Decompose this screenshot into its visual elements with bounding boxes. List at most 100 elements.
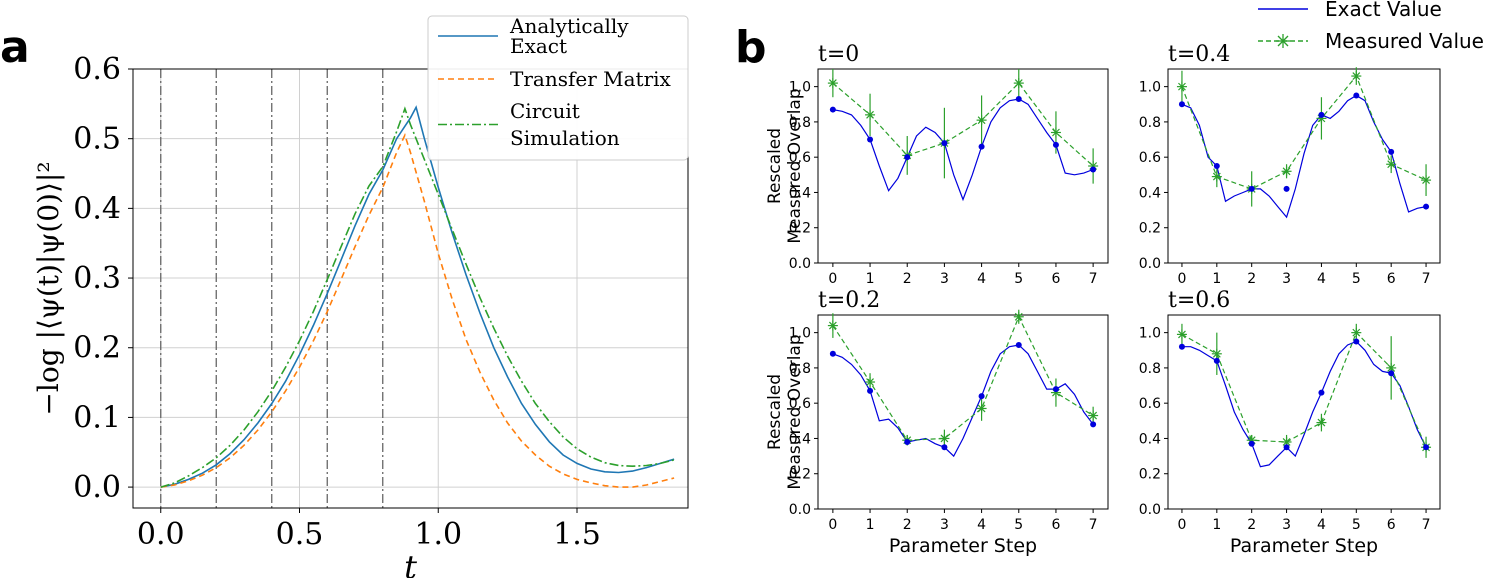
- legend-marker-stroke: [1277, 35, 1289, 47]
- x-axis-label: Parameter Step: [1230, 535, 1378, 557]
- panel-a-chart: 0.0 0.5 1.0 1.5 0.0 0.1 0.2 0.3 0.4 0.5 0.6 t −log |…: [32, 14, 689, 578]
- panel-b-charts: t=00 1 2 3 4 5 6 70.00.20.40.60.81.0RescaledMea…: [765, 0, 1484, 557]
- x-tick-label: 5: [1352, 271, 1361, 287]
- measured-marker: [1211, 348, 1222, 359]
- y-tick-label: 0.6: [789, 396, 811, 412]
- panel-b-letter: b: [735, 22, 767, 73]
- measured-marker: [976, 403, 987, 414]
- measured-marker: [1351, 327, 1362, 338]
- marker-stroke: [1387, 160, 1396, 169]
- marker-stroke: [1052, 128, 1060, 137]
- measured-marker: [1050, 127, 1061, 138]
- x-tick-label: 0.5: [276, 517, 324, 552]
- subplot: t=0.4 0 1 2 3 4 5 6 7 0.0 0.2 0.4 0.6 0.8 1.0: [1139, 42, 1441, 287]
- marker-stroke: [1212, 349, 1221, 358]
- y-tick-label: 0.2: [789, 467, 811, 483]
- exact-point: [904, 154, 911, 161]
- y-tick-label: 0.2: [73, 331, 121, 366]
- legend-label-exact: Exact Value: [1325, 0, 1442, 21]
- plot-frame: [132, 68, 689, 509]
- x-tick-label: 7: [1422, 271, 1431, 287]
- exact-point: [1090, 421, 1097, 428]
- x-tick-label: 5: [1352, 517, 1361, 533]
- exact-point: [1353, 92, 1360, 99]
- y-tick-label: 0.0: [1139, 256, 1161, 272]
- y-tick-label: 0.3: [73, 261, 121, 296]
- legend-label: Transfer Matrix: [510, 67, 672, 91]
- marker-stroke: [977, 116, 986, 125]
- exact-point: [1283, 444, 1290, 451]
- marker-stroke: [977, 404, 986, 413]
- exact-curve: [832, 98, 1094, 202]
- marker-stroke: [1282, 167, 1291, 176]
- exact-point: [1213, 163, 1220, 169]
- x-tick-label: 6: [1387, 517, 1396, 533]
- legend-label: Circuit Simulation: [510, 99, 620, 150]
- measured-line: [832, 315, 1094, 441]
- exact-point: [1090, 166, 1097, 173]
- measured-marker: [1316, 417, 1327, 428]
- panel-a-letter: a: [0, 22, 30, 73]
- panel-b-legend: Exact Value Measured Value: [1258, 0, 1484, 53]
- y-tick-label: 0.0: [73, 470, 121, 505]
- exact-point: [829, 106, 836, 113]
- subplot: t=0.20 1 2 3 4 5 6 70.00.20.40.60.81.0RescaledM…: [765, 288, 1109, 557]
- x-tick-label: 7: [1422, 517, 1431, 533]
- x-tick-label: 1: [1212, 271, 1221, 287]
- exact-point: [941, 444, 948, 451]
- legend-label-line: Exact: [510, 34, 567, 58]
- marker-stroke: [1014, 312, 1023, 321]
- y-tick-label: 0.4: [789, 431, 811, 447]
- legend-label-line: Circuit: [510, 99, 580, 123]
- y-tick-label: 0.2: [1139, 467, 1161, 483]
- measured-marker: [1176, 329, 1187, 340]
- subplot-frame: [1167, 314, 1441, 510]
- y-tick-label: 0.4: [1139, 431, 1161, 447]
- exact-point: [1248, 440, 1255, 447]
- exact-point: [1178, 101, 1185, 108]
- legend-label-line: Analytically: [509, 14, 629, 38]
- subplot-frame: [817, 314, 1109, 510]
- x-tick-label: 0: [828, 271, 837, 287]
- measured-marker: [1013, 78, 1024, 89]
- x-tick-label: 4: [1317, 271, 1326, 287]
- exact-curve: [832, 344, 1094, 458]
- measured-marker: [827, 78, 838, 89]
- y-tick-label: 0.8: [789, 115, 811, 131]
- x-tick-label: 1: [866, 271, 875, 287]
- exact-point: [867, 387, 874, 394]
- y-tick-label: 0.0: [789, 256, 811, 272]
- subplot: t=0.6 0 1 2 3 4 5 6 7 0.0 0.2 0.4 0.6 0.8 1.0 Parameter…: [1139, 288, 1441, 557]
- exact-point: [1015, 341, 1022, 348]
- measured-line: [1181, 331, 1427, 448]
- exact-point: [1283, 185, 1290, 192]
- exact-point: [1318, 111, 1325, 118]
- marker-stroke: [1387, 363, 1396, 372]
- y-tick-label: 0.6: [789, 150, 811, 166]
- exact-point: [1052, 386, 1059, 393]
- y-axis-label-line: Measured Overlap: [785, 334, 805, 489]
- y-tick-label: 1.0: [789, 326, 811, 342]
- measured-line: [832, 82, 1094, 167]
- exact-point: [941, 140, 948, 147]
- marker-stroke: [1422, 176, 1430, 185]
- x-tick-label: 5: [1014, 271, 1023, 287]
- legend-label-measured: Measured Value: [1325, 29, 1484, 53]
- x-tick-label: 2: [903, 517, 912, 533]
- x-tick-label: 5: [1014, 517, 1023, 533]
- y-tick-label: 0.6: [1139, 396, 1161, 412]
- series-line: [160, 106, 675, 488]
- x-tick-label: 4: [1317, 517, 1326, 533]
- y-tick-label: 0.2: [1139, 221, 1161, 237]
- exact-point: [1423, 444, 1430, 451]
- measured-marker: [1281, 166, 1292, 177]
- marker-stroke: [1178, 330, 1186, 339]
- marker-stroke: [1317, 418, 1326, 427]
- marker-stroke: [828, 79, 837, 88]
- exact-point: [829, 350, 836, 357]
- measured-marker: [865, 377, 876, 388]
- subplot-title: t=0: [818, 42, 859, 67]
- y-axis-label: RescaledMeasured Overlap: [765, 334, 805, 489]
- x-axis-label: Parameter Step: [889, 535, 1037, 557]
- exact-point: [867, 136, 874, 143]
